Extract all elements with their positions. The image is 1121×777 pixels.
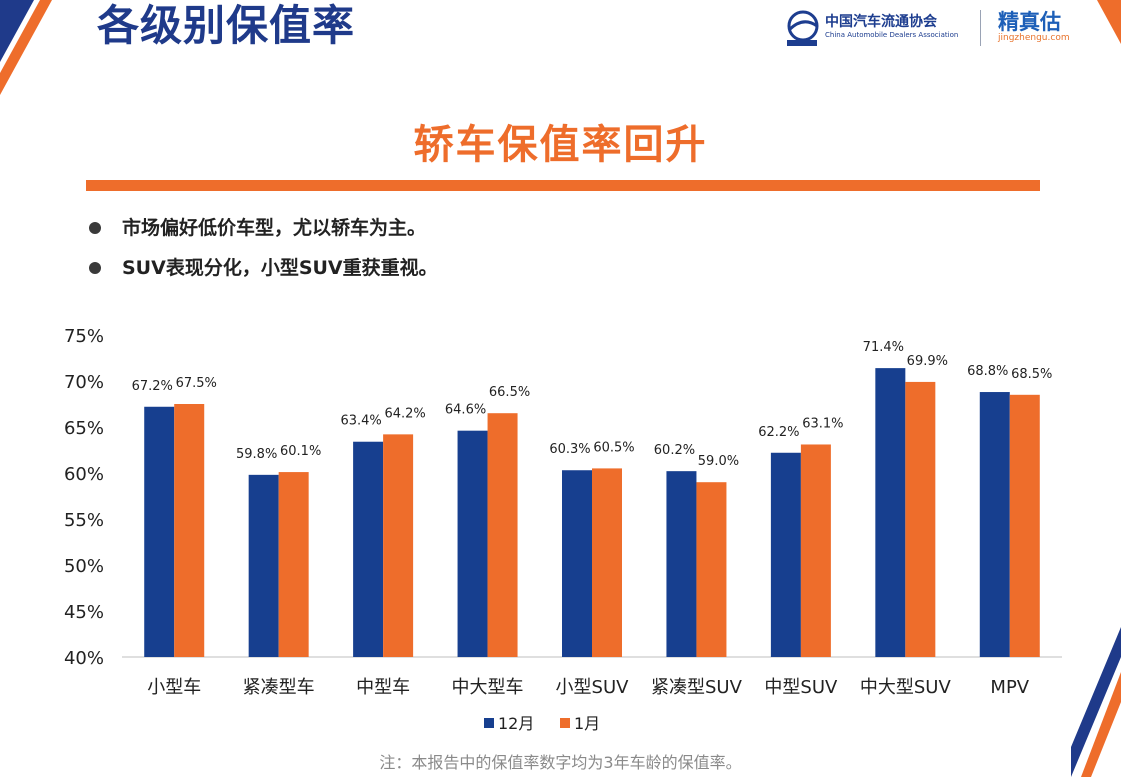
bar (696, 482, 727, 657)
bar (353, 441, 384, 657)
data-label: 59.0% (698, 454, 739, 469)
logo-divider (980, 10, 981, 46)
bullet-text: SUV表现分化，小型SUV重获重视。 (122, 257, 438, 279)
legend-swatch (484, 718, 494, 728)
y-tick-label: 75% (64, 326, 104, 347)
legend-swatch (560, 718, 570, 728)
bar (457, 430, 488, 657)
y-tick-label: 55% (64, 510, 104, 531)
data-label: 60.3% (549, 442, 590, 457)
data-label: 63.1% (802, 416, 843, 431)
data-label: 71.4% (863, 340, 904, 355)
bullet-list: 市场偏好低价车型，尤以轿车为主。 SUV表现分化，小型SUV重获重视。 (86, 212, 438, 292)
bar (875, 368, 906, 657)
data-label: 67.2% (132, 379, 173, 394)
x-tick-label: 紧凑型SUV (651, 677, 743, 698)
bar (278, 472, 309, 657)
bar (487, 413, 518, 657)
bullet-item: SUV表现分化，小型SUV重获重视。 (86, 252, 438, 292)
bullet-dot-icon (89, 262, 101, 274)
y-tick-label: 65% (64, 418, 104, 439)
y-tick-label: 70% (64, 372, 104, 393)
data-label: 68.5% (1011, 367, 1052, 382)
legend-label: 12月 (498, 714, 534, 733)
y-tick-label: 60% (64, 464, 104, 485)
x-tick-label: 中型SUV (764, 677, 838, 698)
cada-logo-en: China Automobile Dealers Association (825, 31, 959, 39)
data-label: 59.8% (236, 447, 277, 462)
x-tick-label: 中大型SUV (860, 677, 952, 698)
jzg-logo-name: 精真估 (998, 10, 1061, 34)
bar (592, 468, 622, 657)
y-tick-label: 40% (64, 648, 104, 669)
bar (979, 392, 1010, 657)
x-tick-label: 中型车 (356, 677, 410, 698)
x-tick-label: 小型车 (147, 677, 201, 698)
bar (770, 452, 801, 657)
bar (905, 381, 936, 657)
data-label: 64.2% (384, 406, 425, 421)
data-label: 69.9% (907, 354, 948, 369)
cada-logo-name: 中国汽车流通协会 (825, 14, 937, 30)
cada-logo-icon (787, 10, 819, 46)
data-label: 62.2% (758, 425, 799, 440)
bar (666, 471, 697, 657)
bullet-item: 市场偏好低价车型，尤以轿车为主。 (86, 212, 438, 252)
bullet-text: 市场偏好低价车型，尤以轿车为主。 (122, 217, 427, 239)
data-label: 67.5% (176, 376, 217, 391)
corner-stripe-bottom-right (1071, 627, 1121, 777)
legend-label: 1月 (574, 714, 600, 733)
corner-stripe-top-right (1097, 0, 1121, 44)
bullet-dot-icon (89, 222, 101, 234)
bar (383, 434, 414, 657)
data-label: 60.2% (654, 443, 695, 458)
corner-stripe-top-left (0, 0, 52, 95)
headline: 轿车保值率回升 (413, 122, 708, 168)
bar (174, 404, 205, 657)
data-label: 60.5% (593, 440, 634, 455)
data-label: 63.4% (340, 414, 381, 429)
bar (248, 474, 279, 657)
bar (800, 444, 831, 657)
page-title: 各级别保值率 (97, 1, 356, 50)
x-tick-label: 小型SUV (556, 677, 630, 698)
x-tick-label: 中大型车 (452, 677, 524, 698)
footnote: 注：本报告中的保值率数字均为3年车龄的保值率。 (379, 753, 742, 772)
data-label: 68.8% (967, 364, 1008, 379)
bar (144, 406, 175, 657)
bar (562, 470, 592, 657)
jzg-logo-url: jingzhengu.com (998, 33, 1070, 43)
data-label: 60.1% (280, 444, 321, 459)
y-tick-label: 50% (64, 556, 104, 577)
y-tick-label: 45% (64, 602, 104, 623)
x-tick-label: MPV (990, 677, 1029, 698)
bar (1009, 394, 1040, 657)
x-tick-label: 紧凑型车 (243, 677, 315, 698)
headline-underline (86, 180, 1040, 191)
data-label: 64.6% (445, 403, 486, 418)
data-label: 66.5% (489, 385, 530, 400)
